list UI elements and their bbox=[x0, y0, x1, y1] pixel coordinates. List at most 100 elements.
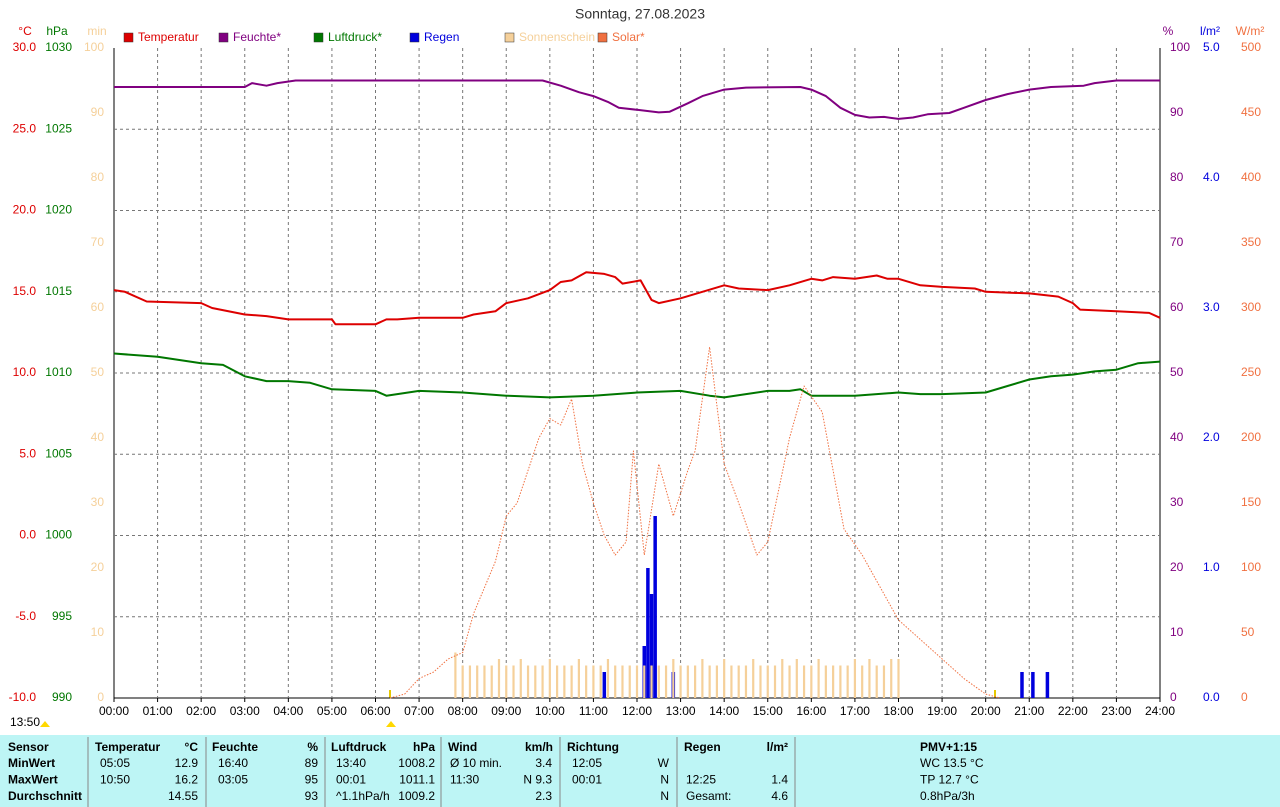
table-cell: 03:05 bbox=[218, 773, 248, 787]
y-tick-label: 4.0 bbox=[1203, 170, 1220, 184]
y-tick-label: 30 bbox=[91, 495, 105, 509]
table-cell: N bbox=[660, 789, 669, 803]
y-tick-label: 200 bbox=[1241, 430, 1261, 444]
sun-icon bbox=[40, 721, 50, 727]
x-tick-label: 05:00 bbox=[317, 704, 347, 718]
y-tick-label: 70 bbox=[1170, 235, 1184, 249]
x-tick-label: 18:00 bbox=[883, 704, 913, 718]
bar bbox=[555, 665, 559, 698]
bar bbox=[653, 516, 657, 698]
x-tick-label: 23:00 bbox=[1101, 704, 1131, 718]
y-tick-label: 5.0 bbox=[19, 446, 36, 460]
bar bbox=[795, 659, 798, 698]
y-tick-label: 10 bbox=[1170, 625, 1184, 639]
bar bbox=[708, 665, 711, 698]
table-cell: 12:25 bbox=[686, 773, 716, 787]
table-cell: 0.8hPa/3h bbox=[920, 789, 975, 803]
bar bbox=[723, 659, 726, 698]
table-header: °C bbox=[185, 740, 199, 754]
bar bbox=[657, 665, 660, 698]
y-tick-label: 15.0 bbox=[13, 284, 37, 298]
bar bbox=[606, 659, 610, 698]
bar bbox=[882, 665, 886, 698]
bar bbox=[563, 665, 566, 698]
y-tick-label: 25.0 bbox=[13, 121, 37, 135]
bar bbox=[701, 659, 704, 698]
table-header: % bbox=[307, 740, 318, 754]
bar bbox=[461, 665, 464, 698]
y-tick-label: 100 bbox=[1170, 40, 1190, 54]
table-header: PMV+1:15 bbox=[920, 740, 977, 754]
table-cell: 93 bbox=[305, 789, 319, 803]
bar bbox=[1045, 672, 1050, 698]
bar bbox=[512, 665, 515, 698]
bar bbox=[773, 665, 777, 698]
bar bbox=[817, 659, 820, 698]
y-tick-label: 100 bbox=[1241, 560, 1261, 574]
table-cell: TP 12.7 °C bbox=[920, 773, 979, 787]
y-tick-label: 1025 bbox=[45, 121, 72, 135]
bar bbox=[468, 665, 472, 698]
bar bbox=[744, 665, 748, 698]
bar bbox=[628, 665, 631, 698]
table-cell: Gesamt: bbox=[686, 789, 731, 803]
table-cell: 13:40 bbox=[336, 756, 366, 770]
bar bbox=[810, 665, 813, 698]
row-label: MinWert bbox=[8, 756, 55, 770]
table-cell: 1011.1 bbox=[399, 773, 435, 787]
x-tick-label: 16:00 bbox=[796, 704, 826, 718]
bar bbox=[694, 665, 697, 698]
y-tick-label: 1005 bbox=[45, 446, 72, 460]
y-tick-label: 0 bbox=[1241, 690, 1248, 704]
y-tick-label: 60 bbox=[91, 300, 105, 314]
table-cell: 11:30 bbox=[450, 773, 479, 787]
x-tick-label: 22:00 bbox=[1058, 704, 1088, 718]
y-tick-label: 3.0 bbox=[1203, 300, 1220, 314]
y-tick-label: 450 bbox=[1241, 105, 1261, 119]
legend-label: Temperatur bbox=[138, 30, 199, 44]
y-tick-label: 40 bbox=[1170, 430, 1184, 444]
y-tick-label: 20 bbox=[91, 560, 105, 574]
x-tick-label: 09:00 bbox=[491, 704, 521, 718]
bar bbox=[505, 665, 508, 698]
bar bbox=[476, 665, 479, 698]
bar bbox=[592, 665, 595, 698]
x-tick-label: 06:00 bbox=[360, 704, 390, 718]
x-tick-label: 01:00 bbox=[143, 704, 173, 718]
table-header: Luftdruck bbox=[331, 740, 387, 754]
axis-unit: % bbox=[1163, 24, 1174, 38]
y-tick-label: 100 bbox=[84, 40, 104, 54]
x-tick-label: 21:00 bbox=[1014, 704, 1044, 718]
table-header: Feuchte bbox=[212, 740, 258, 754]
y-tick-label: 1000 bbox=[45, 528, 72, 542]
x-tick-label: 03:00 bbox=[230, 704, 260, 718]
y-tick-label: 20 bbox=[1170, 560, 1184, 574]
bar bbox=[635, 665, 639, 698]
bar bbox=[875, 665, 878, 698]
bar bbox=[868, 659, 871, 698]
series-line bbox=[113, 271, 1161, 326]
bar bbox=[646, 568, 650, 698]
bar bbox=[839, 665, 842, 698]
x-tick-label: 13:00 bbox=[666, 704, 696, 718]
legend-swatch bbox=[597, 32, 608, 43]
y-tick-label: 1015 bbox=[45, 284, 72, 298]
table-cell: 1.4 bbox=[771, 773, 788, 787]
table-cell: 12:05 bbox=[572, 756, 602, 770]
series-line bbox=[113, 352, 1161, 399]
y-tick-label: 1010 bbox=[45, 365, 72, 379]
bar bbox=[890, 659, 893, 698]
y-tick-label: 90 bbox=[1170, 105, 1184, 119]
bar bbox=[853, 659, 857, 698]
y-tick-label: 0 bbox=[97, 690, 104, 704]
bar bbox=[1031, 672, 1035, 698]
bar bbox=[664, 665, 668, 698]
y-tick-label: 10.0 bbox=[13, 365, 37, 379]
table-cell: ^1.1hPa/h bbox=[336, 789, 390, 803]
y-tick-label: -5.0 bbox=[15, 609, 36, 623]
x-tick-label: 17:00 bbox=[840, 704, 870, 718]
legend-label: Solar* bbox=[612, 30, 645, 44]
legend-swatch bbox=[504, 32, 515, 43]
bar bbox=[621, 665, 624, 698]
